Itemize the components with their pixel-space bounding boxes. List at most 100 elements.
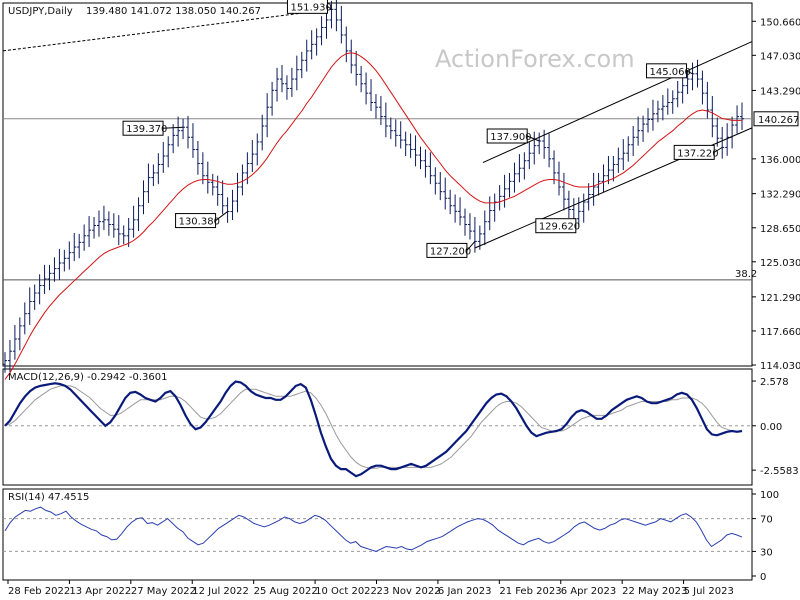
- candle: [181, 118, 186, 140]
- candle: [156, 153, 161, 185]
- x-axis-label: 5 Jul 2023: [684, 586, 734, 597]
- candle: [240, 164, 245, 196]
- candle: [52, 257, 57, 282]
- candle: [359, 65, 364, 93]
- candle: [443, 177, 448, 210]
- candle: [339, 5, 344, 44]
- candle: [532, 131, 537, 165]
- candle: [101, 205, 106, 231]
- swing-point-leader: [713, 146, 723, 153]
- candle: [329, 0, 334, 29]
- candle: [294, 55, 299, 91]
- candle: [373, 94, 378, 119]
- candle: [260, 114, 265, 151]
- candle: [463, 208, 468, 236]
- candle: [42, 264, 47, 294]
- macd-panel-header: MACD(12,26,9) -0.2942 -0.3601: [8, 372, 168, 383]
- candle: [96, 210, 101, 237]
- candle: [72, 232, 77, 262]
- candle: [7, 339, 12, 372]
- candle: [314, 28, 319, 56]
- rsi-axis-label: 30: [760, 547, 773, 558]
- candle: [527, 141, 532, 170]
- price-axis-label: 114.030: [760, 361, 800, 372]
- price-panel-header: USDJPY,Daily: [8, 6, 73, 17]
- candle: [190, 123, 195, 158]
- macd-signal-line: [4, 385, 742, 469]
- candle: [37, 274, 42, 305]
- candle: [151, 164, 156, 187]
- price-axis-label: 150.660: [760, 17, 800, 28]
- candle: [309, 30, 314, 60]
- price-axis-label: 121.290: [760, 293, 800, 304]
- x-axis-label: 12 Jul 2022: [192, 586, 249, 597]
- resistance-trendline: [2, 8, 332, 52]
- candle: [299, 51, 304, 79]
- candle: [275, 67, 280, 102]
- candle: [87, 216, 92, 248]
- candle: [423, 149, 428, 178]
- candle: [626, 136, 631, 162]
- candle: [720, 126, 725, 159]
- candle: [304, 39, 309, 72]
- macd-axis-label: 2.578: [760, 377, 789, 388]
- macd-axis-label: -2.5583: [760, 466, 799, 477]
- swing-point-box: [426, 242, 468, 258]
- rsi-line: [4, 506, 743, 552]
- candle: [730, 116, 735, 149]
- candle: [116, 215, 121, 246]
- candle: [334, 0, 339, 32]
- candle: [695, 59, 700, 88]
- candle: [250, 140, 255, 172]
- candle: [364, 72, 369, 105]
- candle: [601, 164, 606, 193]
- last-price-badge: [753, 111, 799, 127]
- candle: [556, 161, 561, 196]
- swing-point-box: [175, 213, 217, 229]
- candle: [195, 141, 200, 175]
- candle: [230, 189, 235, 221]
- swing-point-leader: [466, 241, 476, 251]
- macd-axis-label: 0.00: [760, 422, 782, 433]
- swing-point-label: 145.060: [650, 67, 691, 78]
- candle: [418, 146, 423, 170]
- candle: [502, 174, 507, 208]
- candle: [92, 217, 97, 239]
- candle: [685, 70, 690, 95]
- macd-panel: 2.578 0.00 -2.5583: [3, 377, 799, 478]
- candle: [106, 211, 111, 236]
- x-axis-label: 27 May 2022: [131, 586, 196, 597]
- candle: [606, 156, 611, 185]
- candle: [47, 264, 52, 291]
- candle: [408, 133, 413, 158]
- swing-point-label: 137.900: [490, 132, 531, 143]
- candle: [517, 154, 522, 183]
- price-axis-label: 143.290: [760, 86, 800, 97]
- candle: [646, 108, 651, 133]
- candle: [581, 193, 586, 223]
- candle: [591, 172, 596, 206]
- candle: [675, 80, 680, 108]
- x-axis-label: 23 Nov 2022: [377, 586, 441, 597]
- candle: [537, 132, 542, 155]
- swing-point-box: [535, 218, 577, 234]
- candle: [22, 302, 27, 335]
- swing-point-box: [646, 63, 688, 79]
- candle: [472, 217, 477, 253]
- candle: [641, 115, 646, 142]
- swing-point-label: 139.370: [126, 124, 167, 135]
- last-price-label: 140.267: [758, 115, 799, 126]
- candle: [17, 317, 22, 351]
- swing-point-box: [673, 144, 715, 160]
- candle: [255, 133, 260, 166]
- candle: [512, 162, 517, 193]
- candle: [428, 152, 433, 185]
- candle: [319, 16, 324, 46]
- candle: [740, 102, 744, 131]
- candle: [611, 156, 616, 182]
- candle: [200, 152, 205, 185]
- price-axis-label: 147.030: [760, 51, 800, 62]
- ohlc-readout: 139.480 141.072 138.050 140.267: [86, 6, 261, 17]
- candle: [576, 197, 581, 228]
- candle: [735, 105, 740, 134]
